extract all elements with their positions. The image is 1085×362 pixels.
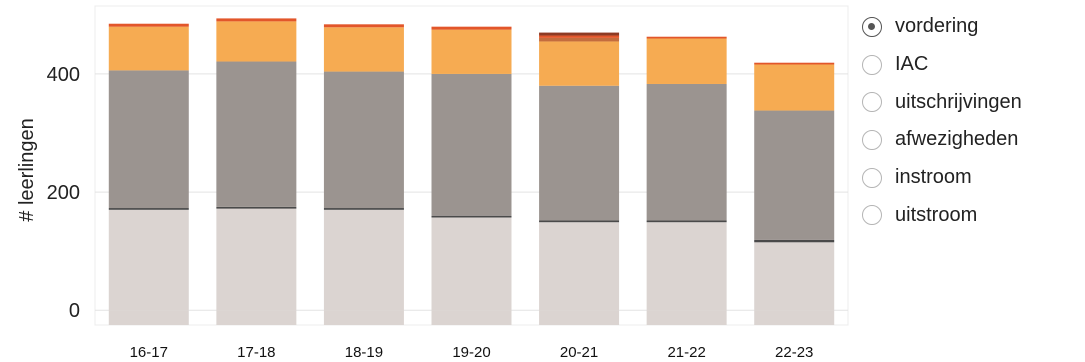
bar-segment bbox=[216, 18, 297, 22]
radio-circle-icon[interactable] bbox=[862, 129, 882, 150]
radio-label: IAC bbox=[895, 53, 929, 76]
radio-circle-icon[interactable] bbox=[862, 205, 882, 226]
bar-segment bbox=[216, 21, 297, 62]
bar-base bbox=[108, 310, 189, 325]
bar-segment bbox=[539, 41, 620, 86]
bar-segment bbox=[646, 38, 727, 84]
bar-segment bbox=[754, 62, 835, 65]
radio-option-iac[interactable]: IAC bbox=[862, 46, 1022, 84]
bar-base bbox=[646, 310, 727, 325]
radio-option-afwezigheden[interactable]: afwezigheden bbox=[862, 121, 1022, 159]
bar-segment bbox=[216, 208, 297, 311]
radio-label: instroom bbox=[895, 166, 972, 189]
bar-segment bbox=[108, 209, 189, 311]
radio-option-vordering[interactable]: vordering bbox=[862, 8, 1022, 46]
x-tick-label: 17-18 bbox=[237, 344, 275, 361]
bar-segment bbox=[539, 85, 620, 221]
bar-segment bbox=[754, 242, 835, 311]
radio-circle-icon[interactable] bbox=[862, 167, 882, 188]
bar-segment bbox=[754, 110, 835, 240]
bar-segment bbox=[431, 73, 512, 216]
bar-segment bbox=[539, 37, 620, 42]
bar-segment bbox=[323, 24, 404, 28]
x-tick-label: 19-20 bbox=[452, 344, 490, 361]
bar-segment bbox=[108, 208, 189, 210]
x-axis-categories: 16-17 17-18 18-19 19-20 20-21 21-22 22-23 bbox=[130, 344, 814, 361]
bar-base bbox=[539, 310, 620, 325]
bar-segment bbox=[323, 208, 404, 210]
x-tick-label: 22-23 bbox=[775, 344, 813, 361]
bar-segment bbox=[539, 35, 620, 38]
bar-segment bbox=[323, 27, 404, 72]
bar-segment bbox=[646, 220, 727, 223]
bar-base bbox=[216, 310, 297, 325]
radio-label: afwezigheden bbox=[895, 128, 1019, 151]
y-axis-label: # leerlingen bbox=[16, 118, 38, 221]
bars bbox=[108, 18, 835, 325]
bar-segment bbox=[431, 26, 512, 30]
bar-base bbox=[754, 310, 835, 325]
y-tick-label: 0 bbox=[69, 300, 80, 322]
radio-option-uitschrijvingen[interactable]: uitschrijvingen bbox=[862, 83, 1022, 121]
bar-segment bbox=[539, 32, 620, 36]
bar-segment bbox=[431, 29, 512, 74]
bar-segment bbox=[216, 61, 297, 207]
radio-option-uitstroom[interactable]: uitstroom bbox=[862, 196, 1022, 234]
metric-radio-group: vordering IAC uitschrijvingen afwezigheden i… bbox=[862, 8, 1022, 234]
radio-circle-icon[interactable] bbox=[862, 92, 882, 113]
radio-label: uitschrijvingen bbox=[895, 90, 1022, 113]
bar-segment bbox=[323, 209, 404, 311]
x-tick-label: 18-19 bbox=[345, 344, 383, 361]
bar-base bbox=[431, 310, 512, 325]
bar-segment bbox=[539, 220, 620, 223]
bar-segment bbox=[431, 215, 512, 218]
bar-segment bbox=[539, 222, 620, 311]
bar-segment bbox=[323, 71, 404, 209]
bar-segment bbox=[216, 206, 297, 209]
radio-option-instroom[interactable]: instroom bbox=[862, 159, 1022, 197]
bar-segment bbox=[754, 239, 835, 243]
x-tick-label: 20-21 bbox=[560, 344, 598, 361]
y-tick-label: 400 bbox=[47, 64, 80, 86]
bar-segment bbox=[431, 217, 512, 311]
bar-segment bbox=[108, 23, 189, 27]
y-axis-ticks: 0 200 400 bbox=[47, 64, 80, 322]
radio-label: vordering bbox=[895, 15, 979, 38]
bar-segment bbox=[108, 70, 189, 209]
x-tick-label: 16-17 bbox=[130, 344, 168, 361]
radio-circle-icon[interactable] bbox=[862, 16, 882, 37]
bar-segment bbox=[646, 222, 727, 311]
bar-segment bbox=[108, 26, 189, 71]
radio-label: uitstroom bbox=[895, 203, 978, 226]
bar-base bbox=[323, 310, 404, 325]
bar-segment bbox=[754, 64, 835, 111]
y-tick-label: 200 bbox=[47, 182, 80, 204]
x-tick-label: 21-22 bbox=[667, 344, 705, 361]
bar-segment bbox=[646, 36, 727, 39]
radio-circle-icon[interactable] bbox=[862, 54, 882, 75]
bar-segment bbox=[646, 83, 727, 221]
